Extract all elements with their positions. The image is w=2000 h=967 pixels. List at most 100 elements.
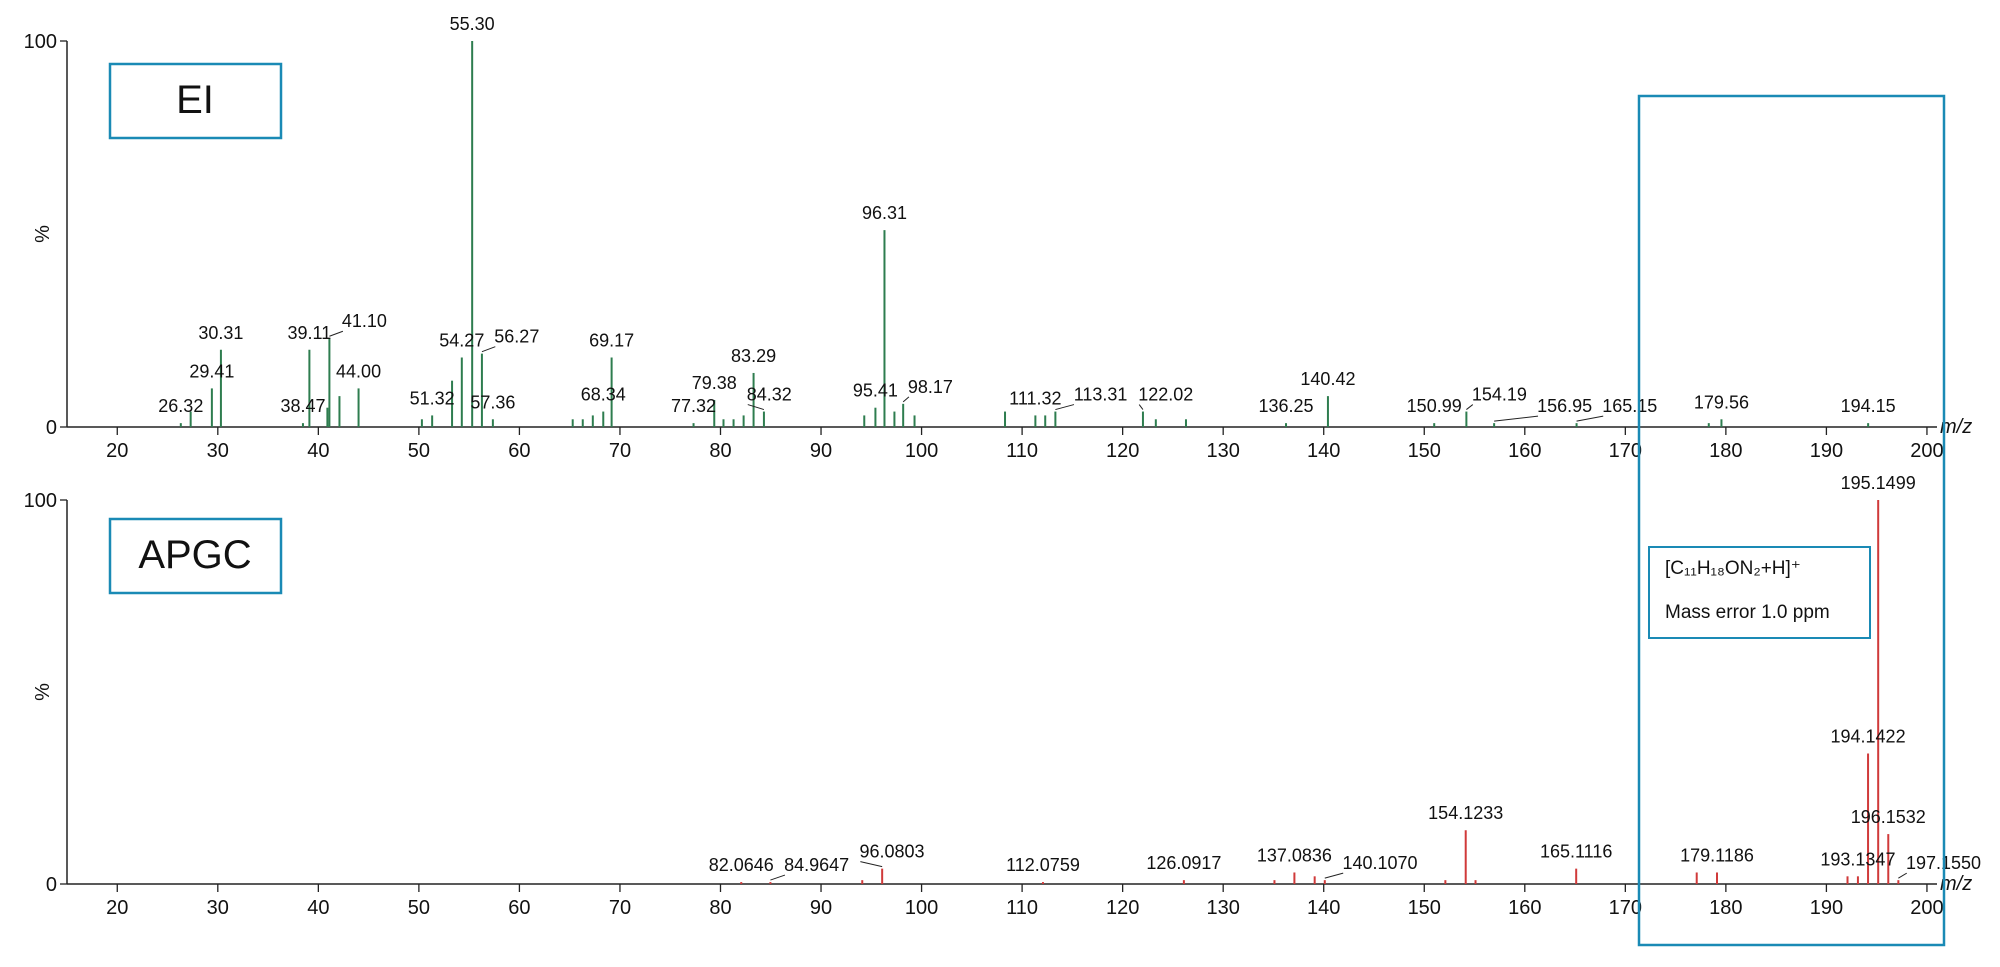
leader-line bbox=[1898, 872, 1907, 879]
peak-label: 112.0759 bbox=[1006, 855, 1080, 875]
peak-label: 30.31 bbox=[198, 323, 243, 343]
peak-label: 154.1233 bbox=[1428, 803, 1503, 823]
y-tick-label: 0 bbox=[46, 417, 57, 439]
highlight-box bbox=[1637, 94, 1946, 947]
annotation: Mass error 1.0 ppm bbox=[1665, 602, 1830, 623]
annotation-box bbox=[1648, 546, 1871, 639]
x-tick-label: 30 bbox=[207, 897, 229, 919]
peak-label: 165.1116 bbox=[1540, 842, 1612, 862]
x-tick-label: 60 bbox=[508, 897, 530, 919]
peak-label: 54.27 bbox=[439, 331, 484, 351]
y-axis-label: % bbox=[32, 683, 54, 701]
x-tick-label: 90 bbox=[810, 897, 832, 919]
leader-line bbox=[770, 874, 786, 881]
leader-line bbox=[747, 404, 765, 411]
x-tick-label: 180 bbox=[1709, 440, 1742, 462]
leader-line bbox=[1138, 404, 1144, 410]
x-axis-label: m/z bbox=[1940, 873, 1972, 895]
peak-label: 111.32 bbox=[1009, 388, 1061, 408]
x-tick-label: 160 bbox=[1508, 440, 1541, 462]
leader-line bbox=[1576, 415, 1604, 422]
x-tick-label: 110 bbox=[1006, 440, 1038, 462]
peak-label: 96.0803 bbox=[860, 842, 925, 862]
x-tick-label: 100 bbox=[905, 897, 938, 919]
x-tick-label: 90 bbox=[810, 440, 832, 462]
leader-line bbox=[481, 346, 496, 353]
peak-label: 193.1347 bbox=[1820, 849, 1895, 869]
peak-label: 165.15 bbox=[1602, 396, 1657, 416]
x-tick-label: 180 bbox=[1709, 897, 1742, 919]
x-tick-label: 110 bbox=[1006, 897, 1038, 919]
peak-label: 113.31 bbox=[1074, 385, 1128, 405]
x-tick-label: 140 bbox=[1307, 897, 1340, 919]
panel-title: APGC bbox=[138, 533, 251, 577]
peak-label: 29.41 bbox=[189, 361, 234, 381]
x-tick-label: 160 bbox=[1508, 897, 1541, 919]
x-tick-label: 50 bbox=[408, 440, 430, 462]
leader-line bbox=[1324, 872, 1344, 879]
peak-label: 69.17 bbox=[589, 331, 634, 351]
x-tick-label: 150 bbox=[1408, 897, 1441, 919]
leader-line bbox=[329, 330, 344, 337]
peak-label: 57.36 bbox=[470, 392, 515, 412]
peak-label: 195.1499 bbox=[1841, 473, 1916, 493]
peak-label: 150.99 bbox=[1407, 396, 1462, 416]
peak-label: 83.29 bbox=[731, 346, 776, 366]
peak-label: 140.42 bbox=[1300, 369, 1355, 389]
peak-label: 122.02 bbox=[1138, 385, 1193, 405]
x-tick-label: 80 bbox=[709, 440, 731, 462]
peak-label: 137.0836 bbox=[1257, 845, 1332, 865]
peak-label: 179.1186 bbox=[1680, 845, 1754, 865]
x-tick-label: 130 bbox=[1206, 440, 1239, 462]
peak-label: 154.19 bbox=[1472, 385, 1527, 405]
x-tick-label: 30 bbox=[207, 440, 229, 462]
y-axis-label: % bbox=[32, 225, 54, 243]
peak-label: 56.27 bbox=[494, 327, 539, 347]
peak-label: 41.10 bbox=[342, 311, 387, 331]
panel-label-box bbox=[108, 62, 283, 140]
x-tick-label: 50 bbox=[408, 897, 430, 919]
peak-label: 55.30 bbox=[450, 14, 495, 34]
peak-label: 95.41 bbox=[853, 381, 898, 401]
x-tick-label: 200 bbox=[1910, 897, 1943, 919]
peak-label: 196.1532 bbox=[1851, 807, 1926, 827]
peak-label: 44.00 bbox=[336, 361, 381, 381]
leader-line bbox=[860, 861, 883, 868]
x-tick-label: 40 bbox=[307, 897, 329, 919]
annotation: [C₁₁H₁₈ON₂+H]⁺ bbox=[1665, 558, 1801, 579]
x-tick-label: 190 bbox=[1810, 897, 1843, 919]
panel-label-box bbox=[108, 517, 283, 595]
peak-label: 140.1070 bbox=[1342, 853, 1417, 873]
peak-label: 194.15 bbox=[1841, 396, 1896, 416]
leader-line bbox=[1466, 404, 1474, 410]
peak-label: 82.0646 bbox=[709, 855, 774, 875]
peak-label: 136.25 bbox=[1258, 396, 1313, 416]
leader-line bbox=[902, 396, 910, 403]
panel-title: EI bbox=[176, 78, 214, 122]
peak-label: 51.32 bbox=[410, 388, 455, 408]
x-tick-label: 200 bbox=[1910, 440, 1943, 462]
peak-label: 68.34 bbox=[581, 385, 626, 405]
peak-label: 156.95 bbox=[1537, 396, 1592, 416]
y-tick-label: 100 bbox=[24, 490, 57, 512]
x-tick-label: 70 bbox=[609, 897, 631, 919]
x-tick-label: 80 bbox=[709, 897, 731, 919]
x-tick-label: 40 bbox=[307, 440, 329, 462]
x-tick-label: 120 bbox=[1106, 440, 1139, 462]
x-tick-label: 60 bbox=[508, 440, 530, 462]
peak-label: 179.56 bbox=[1694, 392, 1749, 412]
x-tick-label: 100 bbox=[905, 440, 938, 462]
x-tick-label: 20 bbox=[106, 897, 128, 919]
y-tick-label: 100 bbox=[24, 31, 57, 53]
peak-label: 77.32 bbox=[671, 396, 716, 416]
leader-line bbox=[1494, 415, 1539, 422]
x-tick-label: 170 bbox=[1609, 897, 1642, 919]
peak-label: 84.32 bbox=[747, 385, 792, 405]
peak-label: 98.17 bbox=[908, 377, 953, 397]
x-axis-label: m/z bbox=[1940, 416, 1972, 438]
x-tick-label: 150 bbox=[1408, 440, 1441, 462]
x-tick-label: 70 bbox=[609, 440, 631, 462]
y-tick-label: 0 bbox=[46, 874, 57, 896]
peak-label: 194.1422 bbox=[1831, 726, 1906, 746]
peak-label: 84.9647 bbox=[784, 855, 849, 875]
